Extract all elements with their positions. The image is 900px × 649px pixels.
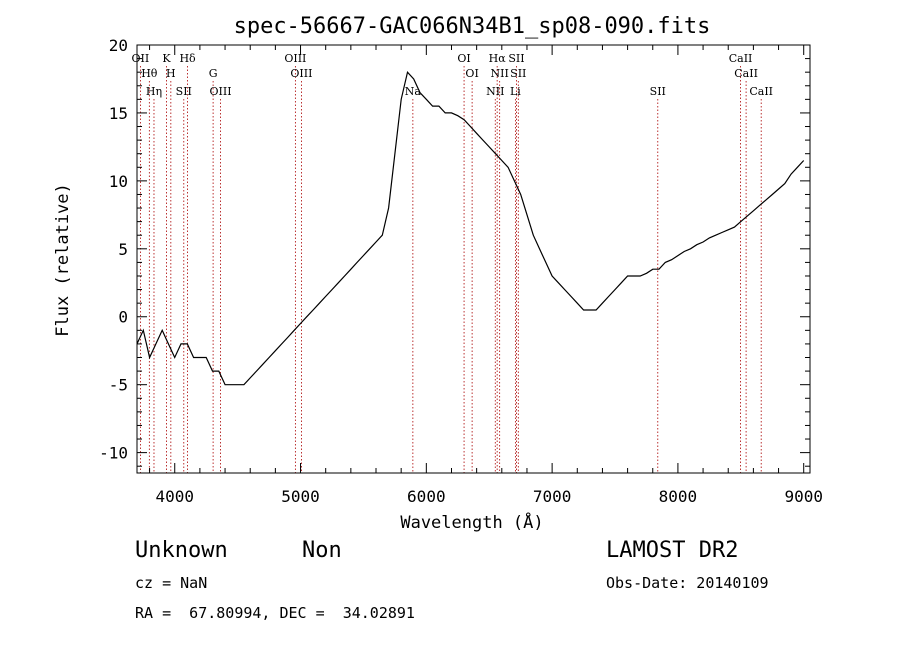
x-tick-label: 7000: [533, 487, 572, 506]
x-tick-label: 4000: [155, 487, 194, 506]
line-label: Hθ: [141, 67, 158, 80]
line-label: CaII: [734, 67, 758, 80]
y-tick-label: 20: [109, 36, 128, 55]
y-tick-label: 10: [109, 172, 128, 191]
line-label: K: [162, 52, 171, 65]
spectral-line-labels: OIIHθHηKHSIIHδGOIIIOIIIOIIINaOIOINIIHαNI…: [132, 52, 773, 98]
spectrum-series: [136, 70, 805, 386]
line-label: CaII: [749, 85, 773, 98]
x-tick-label: 8000: [659, 487, 698, 506]
line-label: OIII: [284, 52, 306, 65]
line-label: OI: [465, 67, 478, 80]
y-axis-label: Flux (relative): [53, 183, 73, 337]
spectrum-line: [136, 70, 805, 386]
x-axis: 4000 5000 6000 7000 8000 9000: [149, 45, 823, 506]
line-label: NII: [486, 85, 504, 98]
line-label: OI: [457, 52, 470, 65]
line-label: SII: [650, 85, 666, 98]
line-label: H: [166, 67, 176, 80]
y-tick-label: 15: [109, 104, 128, 123]
line-label: SII: [510, 67, 526, 80]
line-label: G: [209, 67, 218, 80]
survey-name: LAMOST DR2: [606, 538, 739, 563]
observation-date: Obs-Date: 20140109: [606, 574, 769, 592]
line-label: Na: [405, 85, 422, 98]
x-tick-label: 6000: [407, 487, 446, 506]
y-axis: -10 -5 0 5 10 15 20: [99, 36, 810, 467]
plot-frame: [136, 44, 811, 474]
line-label: Hα: [489, 52, 507, 65]
line-label: CaII: [729, 52, 753, 65]
line-label: Li: [510, 85, 521, 98]
x-axis-label: Wavelength (Å): [400, 511, 543, 533]
line-label: SII: [176, 85, 192, 98]
x-tick-label: 9000: [784, 487, 823, 506]
line-label: OIII: [209, 85, 231, 98]
y-tick-label: -10: [99, 444, 128, 463]
y-tick-label: 5: [118, 240, 128, 259]
coordinates: RA = 67.80994, DEC = 34.02891: [135, 604, 415, 622]
object-subclass: Non: [302, 538, 342, 563]
spectral-line-markers: [139, 66, 762, 473]
y-tick-label: -5: [109, 376, 128, 395]
line-label: OIII: [290, 67, 312, 80]
line-label: Hη: [146, 85, 162, 98]
chart-title: spec-56667-GAC066N34B1_sp08-090.fits: [234, 14, 711, 39]
object-class: Unknown: [135, 538, 228, 563]
line-label: SII: [508, 52, 524, 65]
y-tick-label: 0: [118, 308, 128, 327]
line-label: NII: [491, 67, 509, 80]
x-tick-label: 5000: [281, 487, 320, 506]
line-label: Hδ: [179, 52, 196, 65]
redshift-value: cz = NaN: [135, 574, 208, 592]
